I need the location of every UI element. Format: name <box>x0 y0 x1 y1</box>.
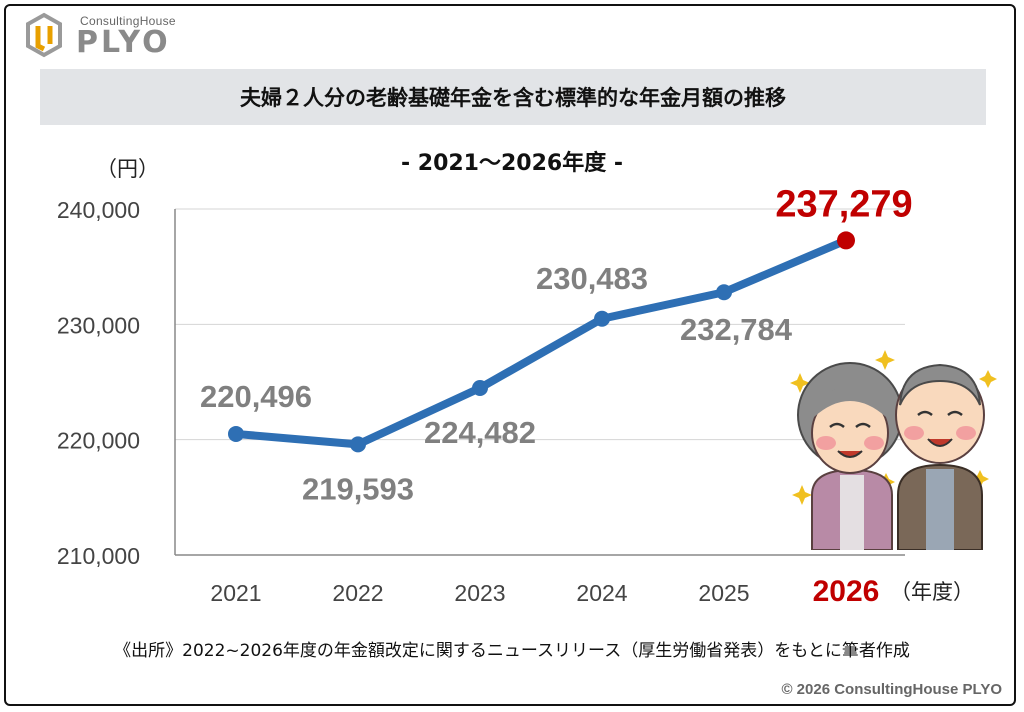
x-tick-label: 2025 <box>698 580 749 606</box>
data-label: 232,784 <box>680 312 793 347</box>
copyright-text: © 2026 ConsultingHouse PLYO <box>781 681 1002 698</box>
series-line <box>232 236 850 449</box>
data-label-highlight: 237,279 <box>775 183 912 225</box>
source-note: 《出所》2022~2026年度の年金額改定に関するニュースリリース（厚生労働省発… <box>114 641 910 661</box>
x-tick-label: 2021 <box>210 580 261 606</box>
chart-title: 夫婦２人分の老齢基礎年金を含む標準的な年金月額の推移 <box>240 86 786 110</box>
elderly-couple-illustration <box>790 350 997 550</box>
brand-big-text: PLYO <box>76 25 171 60</box>
brand-small-text: ConsultingHouse <box>80 14 176 28</box>
x-tick-label: 2022 <box>332 580 383 606</box>
data-point <box>594 310 610 327</box>
data-point <box>472 379 488 396</box>
chart-title-bar: 夫婦２人分の老齢基礎年金を含む標準的な年金月額の推移 <box>40 69 986 125</box>
x-tick-label-highlight: 2026 <box>813 575 880 608</box>
data-point <box>716 284 732 301</box>
data-point <box>228 425 244 442</box>
y-tick-label: 210,000 <box>57 543 140 569</box>
x-axis-unit: （年度） <box>890 580 974 604</box>
data-label: 224,482 <box>424 415 536 450</box>
x-tick-label: 2023 <box>454 580 505 606</box>
brand-logo: ConsultingHouse PLYO <box>24 12 224 62</box>
y-tick-label: 220,000 <box>57 428 140 454</box>
data-label: 219,593 <box>302 471 414 506</box>
data-label: 230,483 <box>536 261 648 296</box>
data-label: 220,496 <box>200 379 312 414</box>
data-point <box>350 436 366 453</box>
chart-subtitle: - 2021～2026年度 - <box>400 151 624 176</box>
y-tick-label: 230,000 <box>57 312 140 338</box>
x-tick-label: 2024 <box>576 580 627 606</box>
y-tick-label: 240,000 <box>57 197 140 223</box>
data-point-highlight <box>837 231 855 250</box>
y-axis-unit: （円） <box>96 157 159 181</box>
hexagon-logo-icon <box>26 12 62 58</box>
